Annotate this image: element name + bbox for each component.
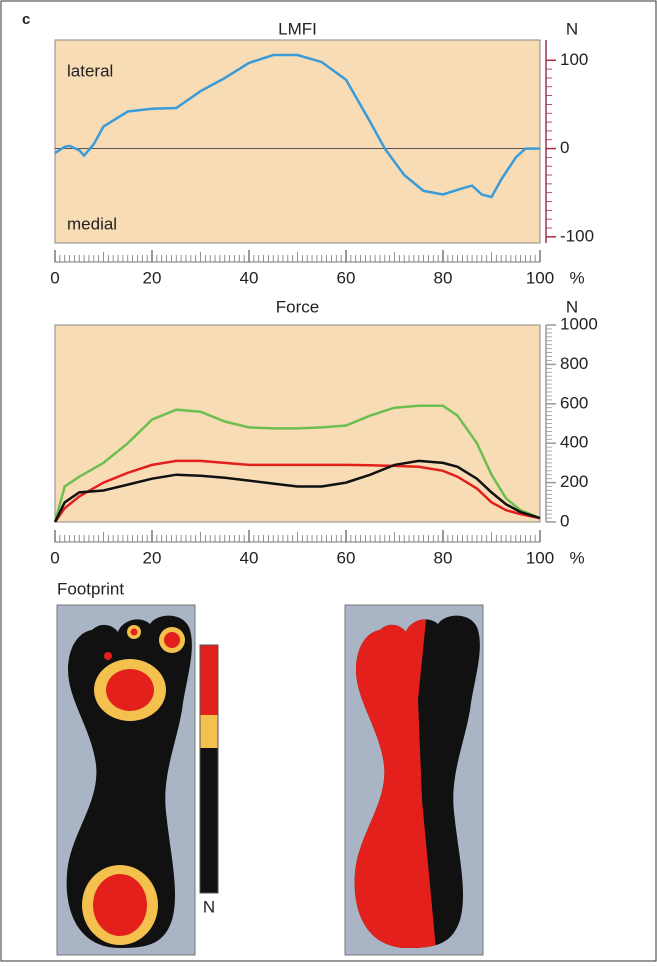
y-tick-label: 400 xyxy=(560,433,588,452)
annotation: lateral xyxy=(67,61,113,80)
x-tick-label: 80 xyxy=(434,548,453,567)
y-tick-label: 200 xyxy=(560,472,588,491)
x-tick-label: 0 xyxy=(50,548,59,567)
y-tick-label: 1000 xyxy=(560,314,598,333)
y-tick-label: 0 xyxy=(560,138,569,157)
footprint-title: Footprint xyxy=(57,579,124,598)
panel-label: c xyxy=(22,11,30,28)
x-tick-label: 60 xyxy=(337,268,356,287)
x-tick-label: 40 xyxy=(240,268,259,287)
x-tick-label: 40 xyxy=(240,548,259,567)
y-tick-label: 800 xyxy=(560,354,588,373)
x-tick-label: 100 xyxy=(526,548,554,567)
x-unit: % xyxy=(569,548,584,567)
x-tick-label: 100 xyxy=(526,268,554,287)
y-unit: N xyxy=(566,19,578,38)
scale-black xyxy=(200,748,218,893)
pressure-zone xyxy=(164,632,180,648)
plot-area xyxy=(55,325,540,522)
y-tick-label: -100 xyxy=(560,226,594,245)
chart-title: Force xyxy=(276,297,319,316)
y-tick-label: 600 xyxy=(560,393,588,412)
pressure-zone xyxy=(93,874,147,936)
x-tick-label: 20 xyxy=(143,548,162,567)
pressure-zone xyxy=(104,652,112,660)
annotation: medial xyxy=(67,214,117,233)
x-tick-label: 20 xyxy=(143,268,162,287)
y-tick-label: 100 xyxy=(560,50,588,69)
scale-red xyxy=(200,645,218,715)
x-unit: % xyxy=(569,268,584,287)
y-tick-label: 0 xyxy=(560,511,569,530)
chart-title: LMFI xyxy=(278,19,317,38)
toe xyxy=(72,640,92,660)
x-tick-label: 0 xyxy=(50,268,59,287)
x-tick-label: 80 xyxy=(434,268,453,287)
pressure-zone xyxy=(131,629,138,636)
plot-area xyxy=(55,40,540,243)
scale-yellow xyxy=(200,715,218,748)
scale-unit: N xyxy=(203,897,215,916)
x-tick-label: 60 xyxy=(337,548,356,567)
pressure-zone xyxy=(106,669,154,711)
figure: c LMFIN1000-100020406080100%lateralmedia… xyxy=(0,0,657,962)
